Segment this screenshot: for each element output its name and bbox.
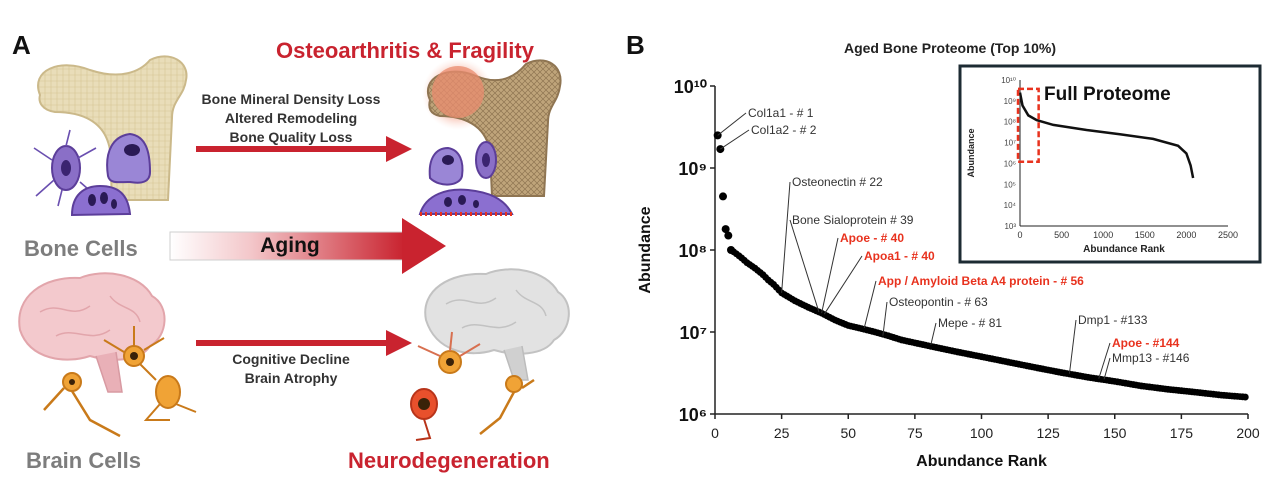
inset-y-tick-label: 10¹⁰ [1001, 76, 1016, 85]
annotation-leader [882, 301, 888, 336]
data-point [721, 225, 730, 234]
inset-y-tick-label: 10⁸ [1004, 118, 1016, 127]
y-tick-label: 10⁸ [678, 241, 707, 261]
inset-y-tick-label: 10⁷ [1004, 139, 1016, 148]
y-tick-label: 10¹⁰ [674, 77, 707, 97]
neuron-icon [43, 326, 197, 438]
annotation-label: Apoe - #144 [1112, 336, 1180, 350]
inset-y-tick-label: 10³ [1004, 222, 1016, 231]
aged-osteoclast-icon [418, 188, 514, 216]
x-tick-label: 100 [970, 425, 994, 441]
aged-brain-icon [424, 268, 570, 381]
annotation-leader [821, 237, 839, 314]
osteoclast-icon [70, 184, 132, 217]
inset-y-tick-label: 10⁶ [1004, 159, 1016, 168]
inset-x-tick-label: 2500 [1218, 230, 1238, 240]
bone-effect-2: Altered Remodeling [224, 110, 358, 126]
panel-b: B Aged Bone Proteome (Top 10%) 10⁶ 10⁷ 10⁸… [620, 0, 1280, 504]
inset-highlight-box [1016, 87, 1040, 164]
bone-effects-text: Bone Mineral Density Loss Altered Remode… [196, 90, 386, 147]
brain-cells-label: Brain Cells [26, 448, 141, 473]
annotation-label: Osteonectin # 22 [792, 175, 883, 189]
annotation-label: Col1a1 - # 1 [748, 106, 814, 120]
bone-effect-3: Bone Quality Loss [229, 129, 353, 145]
data-point [1241, 393, 1249, 401]
neurodegeneration-title: Neurodegeneration [348, 448, 550, 473]
inset-frame [958, 64, 1262, 264]
bone-effect-1: Bone Mineral Density Loss [201, 91, 381, 107]
data-point [718, 192, 727, 201]
aged-neuron-icon [410, 331, 535, 441]
annotation-label: Bone Sialoprotein # 39 [792, 213, 914, 227]
data-point [724, 231, 733, 240]
annotation-label: Osteopontin - # 63 [889, 295, 988, 309]
brain-effect-1: Cognitive Decline [232, 351, 350, 367]
inset-x-tick-label: 2000 [1176, 230, 1196, 240]
y-tick-label: 10⁷ [680, 323, 707, 343]
annotation-leader [930, 322, 937, 345]
annotation-label: Mmp13 - #146 [1112, 351, 1190, 365]
brain-effects-text: Cognitive Decline Brain Atrophy [196, 350, 386, 388]
osteoblast-icon [106, 132, 152, 184]
aging-label: Aging [260, 234, 320, 257]
brain-effect-2: Brain Atrophy [244, 370, 338, 386]
annotation-label: Mepe - # 81 [938, 316, 1002, 330]
inset-y-tick-label: 10⁴ [1004, 201, 1017, 210]
panel-a-illustration [18, 55, 570, 441]
inset-x-tick-label: 500 [1054, 230, 1069, 240]
annotation-leader [823, 255, 863, 315]
annotation-leader [720, 129, 750, 150]
x-tick-label: 0 [711, 425, 719, 441]
aged-osteocyte-icon [475, 141, 497, 179]
aging-arrow [169, 218, 446, 274]
x-tick-label: 75 [907, 425, 923, 441]
annotation-leader [789, 219, 820, 313]
y-tick-label: 10⁹ [678, 159, 707, 179]
abundance-chart: 10⁶ 10⁷ 10⁸ 10⁹ 10¹⁰ 0 25 50 75 100 125 150 175 200 Ab… [637, 64, 1262, 470]
bone-change-arrow [196, 136, 412, 162]
bone-cells-label: Bone Cells [24, 236, 138, 261]
x-tick-label: 150 [1103, 425, 1127, 441]
annotation-leader [781, 181, 791, 293]
annotation-leader [863, 280, 877, 329]
inset-x-tick-label: 1500 [1135, 230, 1155, 240]
aged-osteoblast-icon [428, 146, 464, 186]
x-tick-label: 200 [1236, 425, 1260, 441]
inset-y-tick-label: 10⁹ [1004, 97, 1016, 106]
chart-title: Aged Bone Proteome (Top 10%) [843, 40, 1057, 56]
panel-b-letter: B [626, 30, 645, 60]
x-axis-label: Abundance Rank [916, 453, 1047, 470]
inset-x-tick-label: 0 [1017, 230, 1022, 240]
y-axis-label: Abundance [637, 206, 654, 293]
annotation-leader [1068, 319, 1077, 374]
inset-x-axis-label: Abundance Rank [1083, 244, 1165, 255]
annotation-label: Apoa1 - # 40 [864, 249, 935, 263]
y-tick-label: 10⁶ [679, 405, 707, 425]
annotation-label: Apoe - # 40 [840, 231, 904, 245]
annotation-leader [717, 112, 747, 136]
x-tick-label: 125 [1036, 425, 1060, 441]
osteocyte-icon [33, 129, 97, 207]
brain-change-arrow [196, 330, 412, 356]
annotation-leader [1098, 342, 1111, 379]
inset-curve [1018, 92, 1195, 179]
annotation-leader [1103, 357, 1111, 380]
healthy-brain-icon [18, 272, 166, 393]
panel-a-letter: A [12, 30, 31, 60]
inset-x-tick-label: 1000 [1093, 230, 1113, 240]
x-tick-label: 175 [1170, 425, 1194, 441]
inset-title: Full Proteome [1044, 84, 1171, 105]
annotation-label: App / Amyloid Beta A4 protein - # 56 [878, 274, 1084, 288]
annotation-label: Col1a2 - # 2 [751, 123, 817, 137]
inset-y-tick-label: 10⁵ [1004, 180, 1016, 189]
x-tick-label: 50 [840, 425, 856, 441]
osteoarthritis-title: Osteoarthritis & Fragility [276, 38, 534, 63]
x-tick-label: 25 [774, 425, 790, 441]
panel-a: A Osteoarthritis & Fragility Neurodegene… [0, 0, 620, 504]
annotation-label: Dmp1 - #133 [1078, 313, 1148, 327]
aged-bone-icon [422, 58, 562, 197]
inset-y-axis-label: Abundance [966, 128, 976, 177]
